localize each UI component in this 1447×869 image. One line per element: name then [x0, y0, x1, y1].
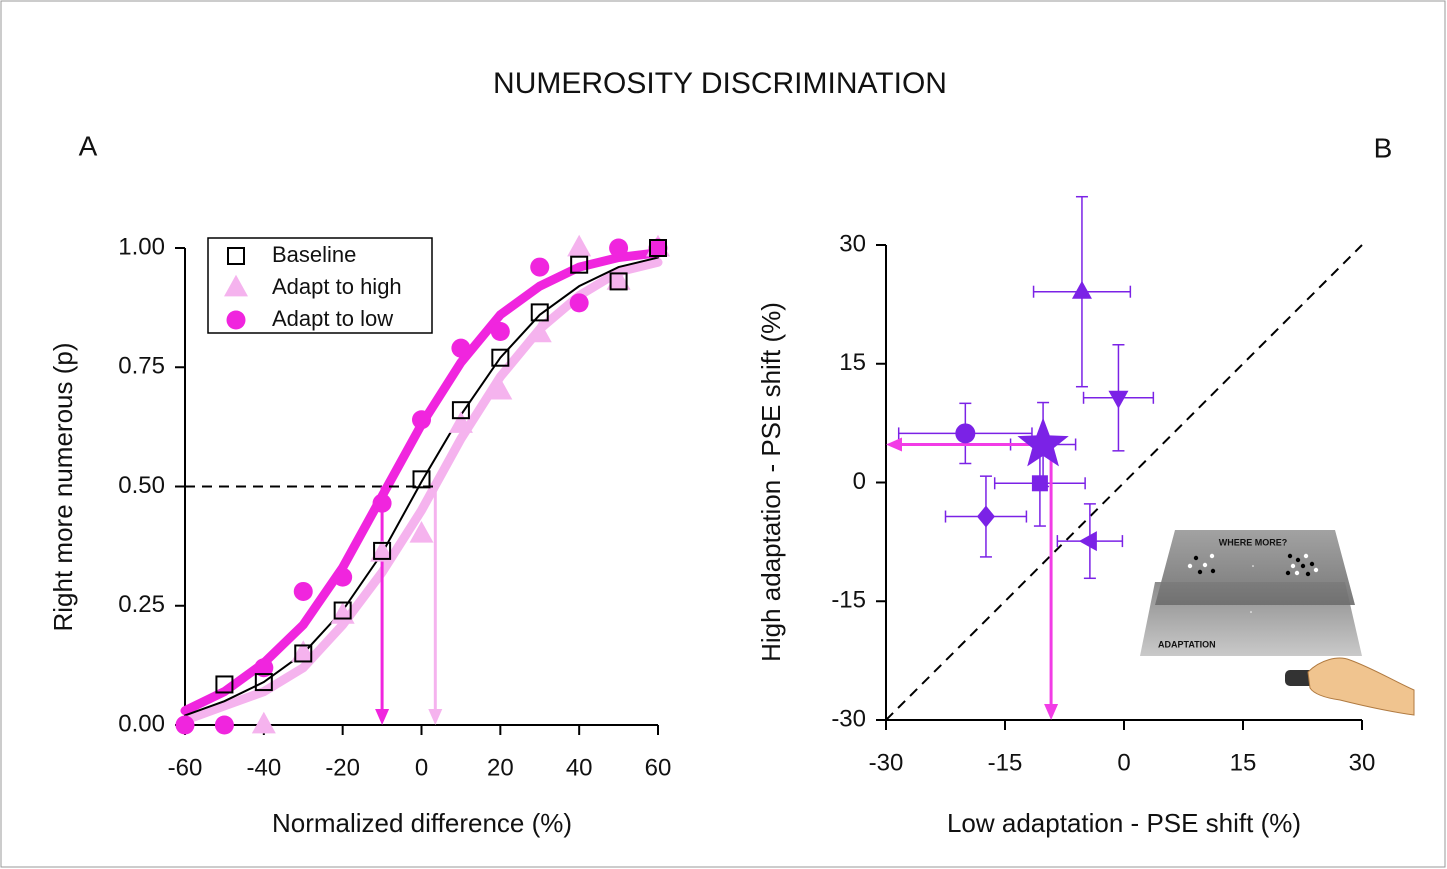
x-tick-label: -15 [988, 749, 1023, 776]
y-tick-label: 0.75 [118, 353, 165, 380]
data-point [491, 348, 510, 367]
data-point [412, 410, 431, 430]
data-point [1108, 390, 1129, 409]
panel-label: A [79, 130, 98, 161]
data-point [293, 581, 313, 601]
data-point [609, 238, 629, 258]
x-tick-label: 20 [487, 754, 514, 781]
data-point [490, 321, 510, 341]
data-point [1031, 475, 1048, 492]
x-tick-label: 40 [566, 754, 593, 781]
inset-plane [1155, 530, 1355, 605]
data-point [254, 658, 274, 678]
y-tick-label: 1.00 [118, 233, 165, 260]
x-tick-label: 30 [1349, 749, 1376, 776]
x-tick-label: -20 [325, 754, 360, 781]
data-point [569, 293, 589, 313]
x-tick-label: 0 [415, 754, 428, 781]
inset-label: ADAPTATION [1158, 639, 1216, 649]
x-tick-label: -60 [168, 754, 203, 781]
data-point [370, 540, 395, 562]
inset-label: WHERE MORE? [1219, 537, 1288, 547]
data-point [373, 541, 392, 560]
inset-dots [1187, 553, 1319, 613]
y-axis-title: Right more numerous (p) [48, 343, 78, 632]
data-point [530, 303, 549, 322]
data-point [570, 255, 589, 274]
fit-curve [184, 256, 659, 717]
arrow-head [375, 709, 390, 725]
inset-hand [1307, 657, 1415, 716]
x-axis-title: Low adaptation - PSE shift (%) [947, 808, 1301, 838]
data-point [567, 234, 592, 257]
x-tick-label: -40 [246, 754, 281, 781]
y-tick-label: 30 [839, 230, 866, 257]
data-point [291, 640, 316, 662]
x-tick-label: -30 [869, 749, 904, 776]
legend-marker [226, 310, 246, 330]
legend-marker [224, 274, 248, 297]
data-point [488, 377, 513, 400]
legend-label: Adapt to high [272, 274, 402, 299]
y-tick-label: -15 [831, 587, 866, 614]
data-point [448, 411, 473, 433]
data-point [527, 320, 552, 343]
figure-title: NUMEROSITY DISCRIMINATION [493, 67, 947, 100]
arrow-head [886, 437, 902, 452]
y-tick-label: 0.00 [118, 710, 165, 737]
data-point [1078, 531, 1097, 552]
data-point [609, 272, 628, 291]
arrow-head [1044, 704, 1059, 720]
legend-label: Baseline [272, 242, 356, 267]
data-point [451, 338, 471, 358]
panel-label: B [1374, 132, 1393, 163]
data-point [976, 505, 995, 528]
y-tick-label: 0.50 [118, 472, 165, 499]
data-point [648, 238, 668, 258]
data-point [175, 715, 195, 735]
y-tick-label: 0 [853, 468, 866, 495]
data-point [451, 401, 470, 420]
y-tick-label: 0.25 [118, 591, 165, 618]
data-point [1017, 417, 1069, 467]
data-point [606, 268, 631, 290]
inset-illustration: WHERE MORE? ADAPTATION [1140, 530, 1415, 716]
data-point [412, 470, 431, 489]
x-tick-label: 60 [645, 754, 672, 781]
data-point [409, 521, 434, 543]
data-point [649, 239, 667, 257]
legend-box [207, 237, 433, 334]
arrow-head [428, 709, 443, 725]
data-point [294, 644, 313, 663]
data-point [530, 257, 550, 277]
y-axis-title: High adaptation - PSE shift (%) [756, 302, 786, 662]
x-tick-label: 15 [1230, 749, 1257, 776]
legend-marker [227, 247, 245, 265]
data-point [333, 567, 353, 587]
data-point [333, 601, 352, 620]
x-tick-label: 0 [1117, 749, 1130, 776]
data-point [254, 673, 273, 692]
y-tick-label: 15 [839, 349, 866, 376]
data-point [372, 493, 392, 513]
data-point [215, 675, 234, 694]
data-point [214, 715, 234, 735]
data-point [251, 711, 276, 734]
data-point [1071, 280, 1092, 299]
legend-label: Adapt to low [272, 306, 393, 331]
y-tick-label: -30 [831, 705, 866, 732]
x-axis-title: Normalized difference (%) [272, 808, 572, 838]
data-point [955, 423, 976, 444]
